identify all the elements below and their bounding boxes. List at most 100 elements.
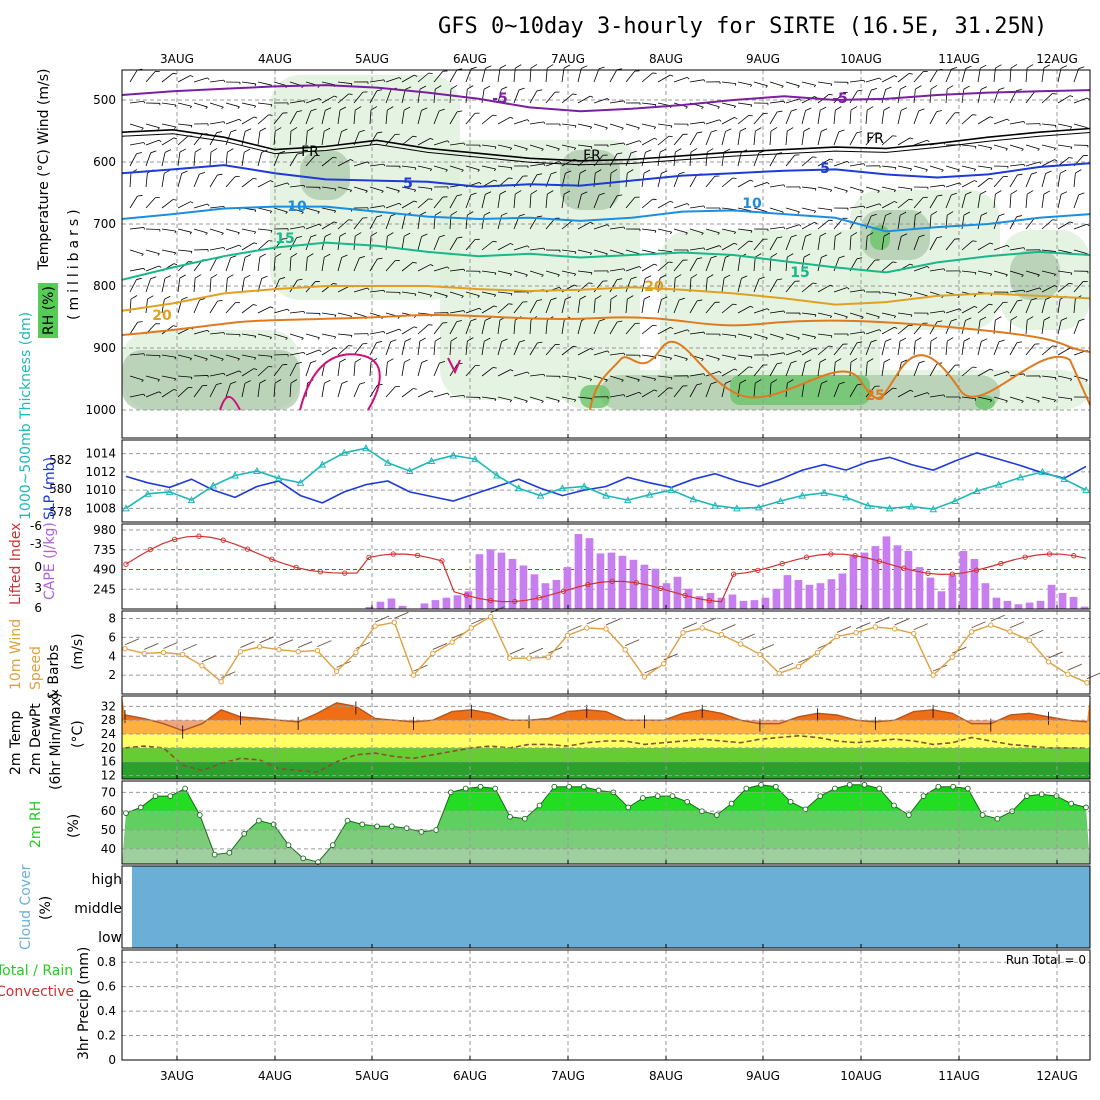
wind-barb	[337, 333, 352, 336]
wind-barb-flag	[1086, 223, 1090, 227]
lifted-index-marker	[706, 597, 712, 604]
wind-barb	[513, 396, 528, 402]
wind-barb-flag	[537, 215, 543, 218]
wind-barb-flag	[227, 148, 234, 153]
wind-barb	[321, 221, 335, 230]
upper-air-ylabel-group: Temperature (°C) Wind (m/s)	[36, 69, 52, 272]
wind-barb	[257, 180, 271, 188]
wind-barb	[1073, 97, 1088, 104]
precip-convective-label: Convective	[0, 984, 74, 1000]
wind-barb-flag	[668, 387, 673, 389]
wind-barb-flag	[899, 211, 907, 216]
wind-barb-flag	[830, 189, 833, 193]
wind-barb-flag	[270, 230, 273, 233]
rh-marker	[285, 842, 292, 848]
wind-barb	[161, 72, 174, 83]
wind-barb	[545, 396, 560, 402]
wind-barb-flag	[485, 191, 492, 195]
wind-barb	[945, 112, 955, 125]
wind-barb-flag	[419, 211, 427, 216]
wind-barb	[929, 184, 944, 188]
wind-barb-flag	[572, 93, 577, 95]
cape-bar	[860, 552, 869, 609]
wind-barb	[577, 375, 592, 380]
wind-barb-flag	[588, 156, 593, 159]
wind-barb-flag	[430, 188, 433, 191]
wind-barb-flag	[980, 64, 987, 69]
wind-barb-flag	[828, 93, 833, 96]
wind-barb	[1025, 144, 1040, 150]
wind-barb	[945, 341, 948, 356]
rh-marker	[137, 804, 144, 811]
wind-barb-flag	[829, 158, 834, 161]
wind-barb-flag	[412, 261, 417, 264]
wind-barb-flag	[839, 381, 845, 385]
wind-barb-flag	[670, 327, 674, 330]
wind-barb	[129, 267, 144, 272]
wind-barb	[257, 228, 272, 231]
wind-barb-flag	[210, 274, 218, 279]
wind-barb	[177, 152, 181, 167]
wind-barb-flag	[174, 230, 177, 234]
wind-barb-flag	[205, 106, 208, 109]
wind-barb-flag	[995, 316, 1002, 321]
wind-barb	[401, 200, 415, 209]
rh-marker	[935, 783, 942, 790]
wind-speed-marker	[372, 623, 378, 629]
wind-barb-flag	[599, 318, 605, 322]
rh2m-panel-frame	[121, 780, 1091, 865]
wind-barb-flag	[616, 152, 623, 155]
rh-marker	[625, 804, 632, 811]
rh-marker	[728, 800, 735, 807]
wind-barb-flag	[1069, 347, 1074, 350]
thickness-ytick: 580	[49, 482, 72, 496]
wind-barb	[1025, 161, 1040, 167]
wind-barb	[689, 121, 704, 125]
wind-barb-flag	[946, 85, 954, 90]
wind-barb-flag	[530, 190, 538, 195]
wind-barb-flag	[268, 114, 273, 116]
wind-barb	[1057, 320, 1062, 335]
wind-barb-flag	[900, 85, 907, 90]
wind-barb	[913, 362, 920, 377]
wind-barb-flag	[830, 83, 833, 87]
wind-barb-flag	[494, 272, 497, 276]
wind-barb-flag	[654, 356, 657, 360]
wind-barb-flag	[341, 380, 348, 384]
wind-barb-flag	[254, 209, 257, 213]
wind-barb-flag	[989, 116, 994, 119]
wind-barb	[369, 331, 384, 335]
wind-barb-flag	[194, 274, 202, 279]
rh-band	[122, 830, 1090, 849]
wind-barb	[177, 201, 191, 209]
isotherm--5	[121, 84, 1091, 113]
cape-bar	[552, 580, 561, 609]
wind-barb	[849, 132, 858, 146]
cape-bar	[640, 564, 649, 609]
wind-barb-flag	[1023, 289, 1026, 293]
wind-barb	[961, 270, 976, 274]
thickness-ylabel: 1000~500mb Thickness (dm)	[18, 312, 34, 520]
wind-barb-flag	[572, 345, 577, 348]
wind-barb-flag	[951, 192, 957, 196]
precip-ylabel-group: 3hr Precip (mm)	[76, 947, 92, 1060]
wind-ylabel-group2: Speed	[28, 646, 44, 690]
thickness-marker	[187, 496, 196, 504]
wind-barb-flag	[527, 245, 530, 248]
wind-barb	[497, 165, 512, 169]
wind-barb	[433, 341, 436, 356]
wind-barb-flag	[783, 352, 786, 355]
wind-barb-flag	[303, 185, 306, 188]
rh-marker	[152, 793, 159, 799]
wind-barb-flag	[190, 125, 193, 128]
wind-barb	[241, 152, 245, 167]
date-label-top: 6AUG	[453, 52, 487, 66]
wind-barb	[769, 81, 784, 87]
wind-barb-flag	[527, 119, 530, 122]
wind-barb	[849, 331, 864, 335]
wind-barb-flag	[525, 400, 528, 403]
wind-barb-flag	[181, 296, 188, 300]
wind-barb	[865, 236, 868, 251]
wind10m-barb	[740, 633, 755, 641]
wind-barb	[257, 383, 261, 398]
